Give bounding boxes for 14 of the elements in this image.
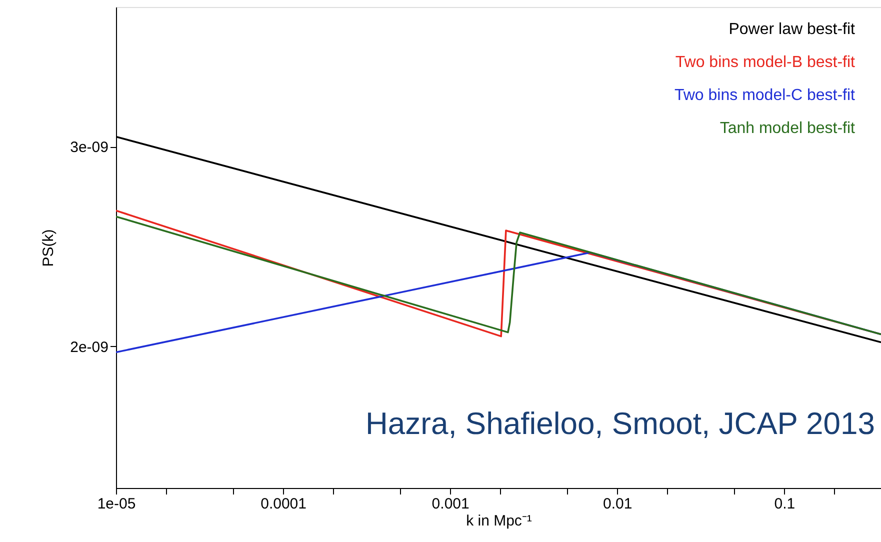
x-tick-label: 0.01: [603, 496, 632, 512]
text: Two bins model-B best-fit: [675, 54, 856, 71]
y-axis-title: PS(k): [40, 229, 58, 267]
x-tick-label: 0.001: [432, 496, 470, 512]
text: Two bins model-C best-fit: [674, 87, 856, 104]
y-tick-label: 2e-09: [70, 338, 108, 356]
x-tick-label: 0.0001: [260, 496, 306, 512]
x-axis-title: k in Mpc⁻¹: [466, 512, 532, 530]
annotation: Hazra, Shafieloo, Smoot, JCAP 2013: [366, 406, 875, 441]
text: Power law best-fit: [728, 21, 856, 38]
y-tick-label: 3e-09: [70, 139, 108, 156]
x-tick-label: 1e-05: [97, 496, 136, 512]
x-tick-label: 0.1: [774, 496, 796, 512]
text: Tanh model best-fit: [720, 120, 856, 137]
